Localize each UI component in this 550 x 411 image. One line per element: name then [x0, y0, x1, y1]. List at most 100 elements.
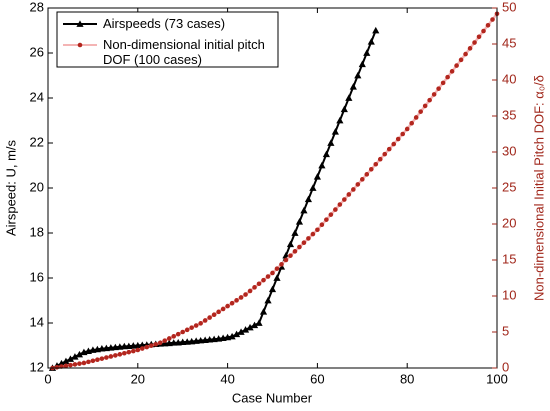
point — [363, 49, 371, 56]
point — [400, 131, 406, 137]
legend-box — [56, 11, 279, 68]
point — [324, 217, 329, 222]
y2-axis-label: Non-dimensional Initial Pitch DOF: α₀/δ — [531, 75, 546, 301]
point — [229, 300, 235, 306]
y-tick-label: 18 — [30, 224, 44, 239]
point — [377, 156, 383, 162]
y-axis-label: Airspeed: U, m/s — [3, 139, 18, 236]
y-tick-label: 12 — [30, 359, 44, 374]
point — [295, 218, 304, 225]
point — [220, 306, 226, 312]
point — [256, 281, 262, 287]
y-tick-label: 14 — [30, 314, 44, 329]
point — [301, 240, 307, 246]
point — [327, 139, 335, 146]
point — [153, 341, 159, 347]
point — [225, 303, 230, 309]
point — [360, 177, 365, 182]
point — [77, 361, 82, 366]
point — [458, 57, 464, 63]
point — [66, 355, 75, 362]
point — [286, 240, 295, 248]
point — [274, 266, 280, 271]
point — [382, 151, 388, 157]
point — [139, 346, 145, 351]
point — [273, 274, 281, 281]
y-tick-label: 26 — [30, 44, 44, 59]
point — [68, 362, 73, 368]
y2-tick-label: 25 — [502, 179, 516, 194]
point — [250, 321, 259, 329]
point — [180, 329, 185, 335]
y-tick-label: 24 — [30, 89, 44, 104]
point — [404, 126, 410, 132]
y2-tick-label: 30 — [502, 143, 516, 158]
point — [255, 319, 263, 326]
point — [345, 94, 353, 101]
point — [306, 236, 311, 241]
point — [336, 116, 344, 124]
plot-area — [48, 11, 500, 371]
point — [99, 356, 105, 361]
point — [440, 80, 446, 86]
point — [297, 244, 302, 250]
point — [436, 86, 441, 91]
y2-tick-label: 10 — [502, 287, 516, 302]
point — [449, 69, 455, 74]
y2-tick-label: 40 — [502, 71, 516, 86]
x-tick-label: 0 — [44, 371, 51, 386]
point — [57, 359, 66, 367]
point — [270, 270, 275, 276]
point — [86, 359, 91, 365]
point — [368, 166, 374, 172]
point — [237, 328, 245, 335]
point — [346, 192, 352, 197]
point — [122, 350, 127, 356]
y-tick-label: 22 — [30, 134, 44, 149]
point — [241, 326, 250, 333]
point — [342, 197, 347, 202]
point — [331, 128, 339, 135]
y2-tick-label: 0 — [502, 359, 509, 374]
legend-label-box: Non-dimensional initial pitch DOF (100 c… — [103, 37, 265, 67]
point — [372, 26, 380, 34]
point — [126, 349, 132, 355]
point — [232, 330, 241, 338]
point — [300, 206, 308, 214]
point — [454, 63, 459, 68]
y2-tick-label: 20 — [502, 215, 516, 230]
point — [228, 332, 236, 340]
point — [162, 338, 168, 343]
point — [148, 343, 154, 348]
point — [95, 357, 100, 363]
point — [373, 161, 379, 167]
point — [131, 348, 136, 354]
point — [264, 296, 272, 304]
x-tick-label: 80 — [400, 371, 414, 386]
point — [72, 362, 78, 367]
point — [265, 274, 271, 279]
point — [268, 285, 277, 293]
point — [319, 222, 325, 228]
point — [422, 103, 428, 109]
point — [481, 28, 486, 34]
point — [81, 360, 87, 366]
point — [157, 340, 163, 346]
point — [171, 334, 177, 339]
point — [259, 308, 268, 315]
point — [75, 350, 84, 358]
point — [144, 344, 150, 350]
x-tick-label: 100 — [486, 371, 508, 386]
point — [189, 325, 194, 330]
point — [463, 51, 468, 57]
point — [216, 309, 221, 315]
point — [472, 40, 477, 45]
point — [63, 363, 69, 369]
point — [243, 292, 248, 297]
point — [467, 46, 473, 51]
point — [349, 83, 357, 90]
point — [135, 347, 141, 353]
y2-tick-label: 15 — [502, 251, 516, 266]
point — [485, 22, 491, 28]
